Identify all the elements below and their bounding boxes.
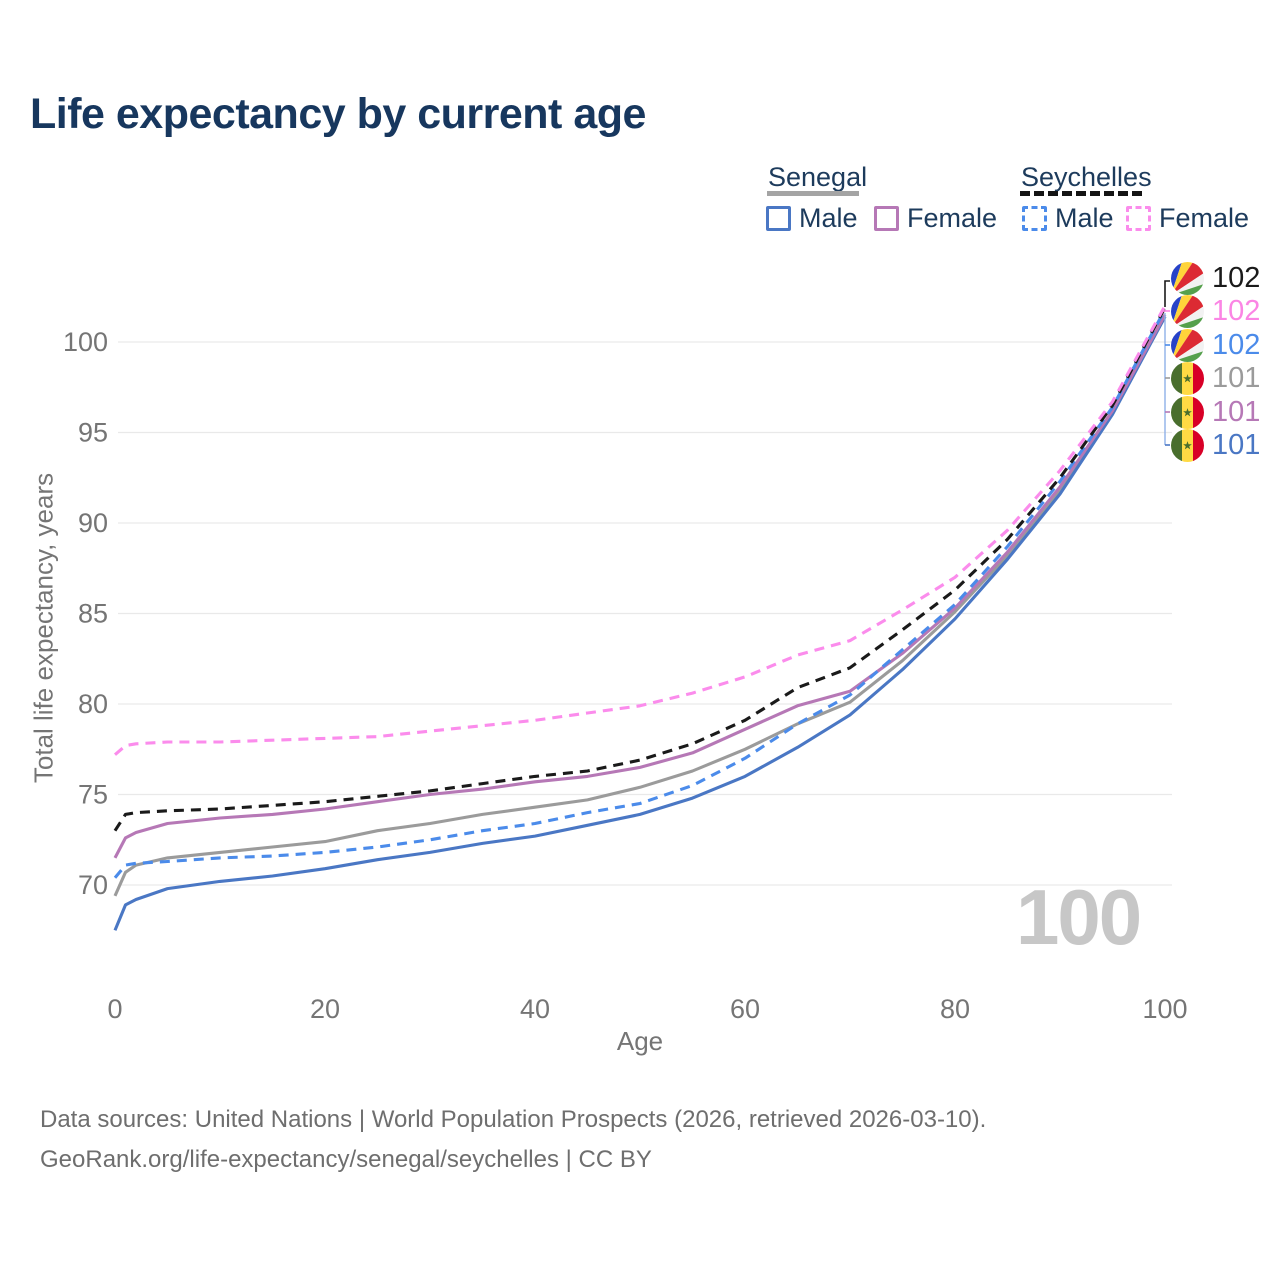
y-tick-label: 95: [78, 418, 108, 448]
legend-item-senegal-female[interactable]: Female: [907, 203, 998, 233]
series-line-seychelles-female: [113, 305, 1167, 756]
seychelles-underline: [1020, 191, 1142, 196]
senegal-underline: [767, 191, 859, 196]
age-watermark: 100: [1016, 873, 1142, 961]
footer-source-line: Data sources: United Nations | World Pop…: [40, 1106, 987, 1133]
end-label-seychelles-both: 102: [1171, 261, 1260, 295]
legend-item-senegal-male[interactable]: Male: [799, 203, 858, 233]
seychelles-flag-icon: [1171, 295, 1204, 328]
end-label-senegal-male: 101: [1171, 428, 1260, 462]
end-value: 102: [1212, 295, 1261, 327]
legend-item-seychelles-male[interactable]: Male: [1055, 203, 1114, 233]
senegal-flag-icon: [1171, 396, 1204, 429]
end-label-senegal-both: 101: [1171, 361, 1260, 395]
x-tick-label: 20: [310, 994, 340, 1024]
end-value: 102: [1212, 329, 1261, 361]
end-value: 101: [1212, 396, 1261, 428]
y-tick-label: 70: [78, 870, 108, 900]
x-tick-label: 40: [520, 994, 550, 1024]
x-tick-label: 80: [940, 994, 970, 1024]
senegal-flag-icon: [1171, 362, 1204, 395]
end-value: 102: [1212, 262, 1261, 294]
legend-group-title-senegal: Senegal: [768, 162, 868, 192]
end-label-seychelles-male: 102: [1171, 328, 1260, 362]
y-tick-label: 80: [78, 689, 108, 719]
series-line-seychelles-both-sexes-: [113, 306, 1167, 832]
senegal-flag-icon: [1171, 429, 1204, 462]
y-axis-title: Total life expectancy, years: [28, 472, 59, 784]
senegal-female-swatch[interactable]: [874, 206, 899, 231]
seychelles-flag-icon: [1171, 262, 1204, 295]
senegal-male-swatch[interactable]: [766, 206, 791, 231]
x-axis-title: Age: [616, 1026, 664, 1056]
legend-group-title-seychelles: Seychelles: [1021, 162, 1152, 192]
legend-item-seychelles-female[interactable]: Female: [1159, 203, 1250, 233]
end-value: 101: [1212, 362, 1261, 394]
y-tick-label: 100: [63, 327, 108, 357]
series-line-senegal-both-sexes-: [113, 315, 1167, 897]
x-tick-label: 60: [730, 994, 760, 1024]
end-label-seychelles-female: 102: [1171, 294, 1260, 328]
end-value: 101: [1212, 429, 1261, 461]
x-tick-label: 100: [1142, 994, 1187, 1024]
page-title: Life expectancy by current age: [30, 90, 646, 138]
series-line-senegal-male: [113, 315, 1167, 931]
x-tick-label: 0: [107, 994, 122, 1024]
seychelles-male-swatch[interactable]: [1022, 206, 1047, 231]
seychelles-flag-icon: [1171, 329, 1204, 362]
y-tick-label: 90: [78, 508, 108, 538]
series-line-seychelles-male: [113, 308, 1167, 879]
y-tick-label: 75: [78, 780, 108, 810]
end-label-senegal-female: 101: [1171, 395, 1260, 429]
seychelles-female-swatch[interactable]: [1126, 206, 1151, 231]
y-tick-label: 85: [78, 599, 108, 629]
footer-url-line[interactable]: GeoRank.org/life-expectancy/senegal/seyc…: [40, 1146, 652, 1173]
series-line-senegal-female: [113, 314, 1167, 859]
callout-connector: [1164, 280, 1170, 307]
